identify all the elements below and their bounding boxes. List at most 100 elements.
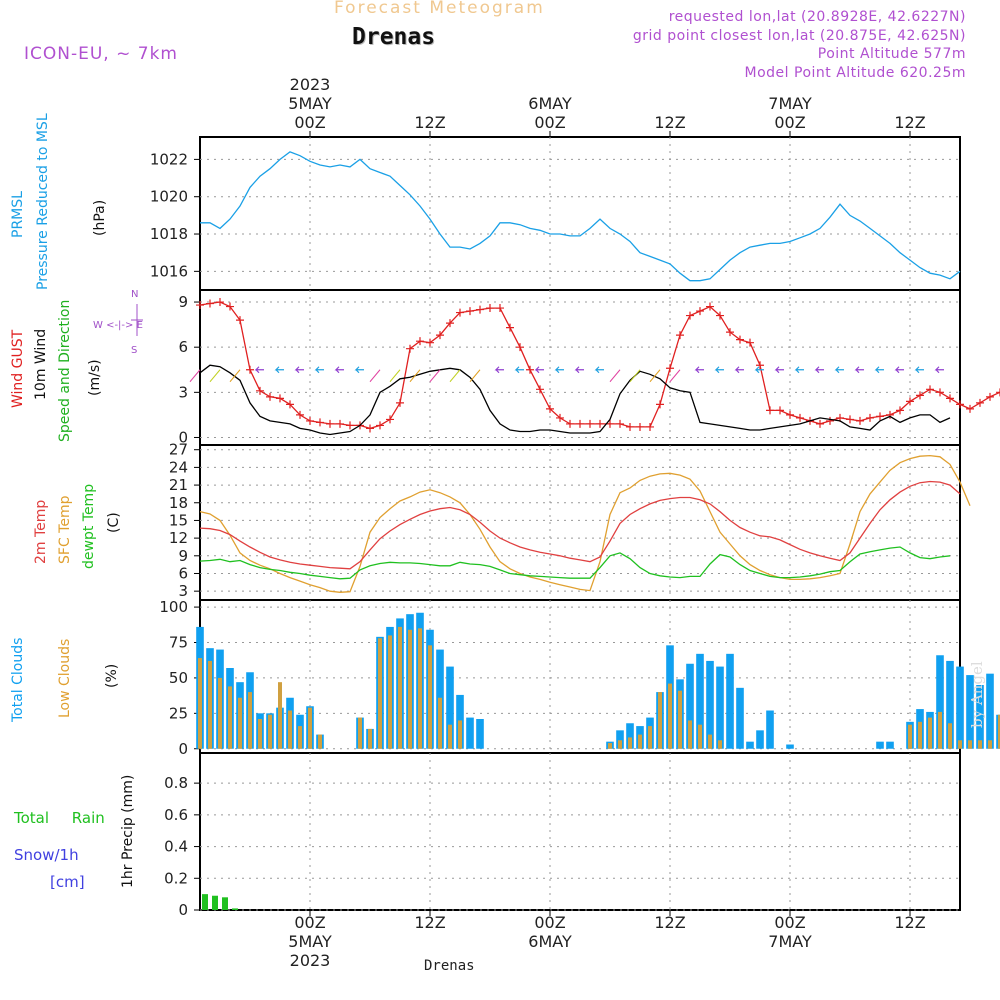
wind-direction-arrow [554, 366, 564, 374]
wind-gust-marker [736, 335, 744, 344]
wind-gust-label: Wind GUST [10, 329, 26, 408]
time-label-bottom: 7MAY [768, 932, 812, 951]
time-label-top: 5MAY [288, 94, 332, 113]
footer-location: Drenas [424, 958, 475, 974]
clouds-unit-label: (%) [104, 663, 120, 688]
wind-direction-arrow [794, 366, 804, 374]
wind-direction-arrow [594, 366, 604, 374]
wind-10m-label: 10m Wind [33, 328, 49, 400]
wind-gust-marker [496, 304, 504, 313]
wind-gust-marker [286, 400, 294, 409]
panel-frame-temperature [199, 444, 961, 601]
y-tick-label-temperature: 6 [178, 564, 188, 582]
rain-bar [222, 897, 228, 910]
wind-gust-marker [896, 406, 904, 415]
y-tick-label-temperature: 18 [169, 494, 188, 512]
total-clouds-bar [966, 675, 974, 749]
y-tick-label-clouds: 50 [169, 669, 188, 687]
wind-direction-arrow [854, 366, 864, 374]
time-label-bottom: 5MAY [288, 932, 332, 951]
y-tick-label-wind: 9 [178, 293, 188, 311]
total-clouds-bar [956, 666, 964, 749]
wind-direction-arrow [574, 366, 584, 374]
low-clouds-bar [958, 740, 962, 749]
point-altitude: Point Altitude 577m [817, 46, 966, 62]
wind-gust-marker [346, 421, 354, 430]
wind-gust-marker [536, 385, 544, 394]
pressure-line [200, 151, 961, 282]
wind-gust-line [199, 301, 1000, 430]
wind-gust-marker [726, 328, 734, 337]
wind-direction-arrow [334, 366, 344, 374]
low-clouds-bar [948, 723, 952, 749]
time-label-bottom: 2023 [290, 951, 331, 970]
wind-gust-marker [886, 410, 894, 419]
low-clouds-bar [608, 743, 612, 749]
wind-direction-arrow [189, 369, 201, 383]
prmsl-label: PRMSL [10, 191, 26, 238]
wind-gust-marker [596, 419, 604, 428]
wind-direction-arrow [354, 366, 364, 374]
watermark: by Angel [968, 661, 986, 728]
y-tick-label-temperature: 9 [178, 547, 188, 565]
y-tick-label-clouds: 25 [169, 704, 188, 722]
wind-direction-arrow [449, 369, 461, 383]
wind-gust-marker [926, 385, 934, 394]
y-tick-label-wind: 6 [178, 338, 188, 356]
wind-gust-marker [986, 392, 994, 401]
wind-gust-marker [516, 343, 524, 352]
y-tick-label-pressure: 1016 [150, 262, 188, 280]
total-clouds-bar [466, 717, 474, 749]
low-clouds-bar [248, 692, 252, 749]
temp-sfc-label: SFC Temp [57, 495, 73, 564]
sfc-temp-line [199, 454, 971, 593]
wind-gust-marker [626, 422, 634, 431]
wind-gust-marker [966, 404, 974, 413]
wind-gust-marker [326, 419, 334, 428]
wind-direction-arrow [874, 366, 884, 374]
wind-10m-line [199, 364, 951, 436]
time-label-bottom: 00Z [534, 913, 565, 932]
wind-direction-arrow [934, 366, 944, 374]
y-tick-label-temperature: 21 [169, 476, 188, 494]
wind-direction-arrow [774, 366, 784, 374]
wind-direction-arrow [914, 366, 924, 374]
wind-direction-arrow [834, 366, 844, 374]
y-tick-label-pressure: 1018 [150, 225, 188, 243]
total-clouds-bar [746, 741, 754, 749]
wind-direction-arrow [514, 366, 524, 374]
wind-gust-marker [996, 388, 1000, 397]
requested-coordinates: requested lon,lat (20.8928E, 42.6227N) [668, 9, 966, 25]
wind-direction-arrow [369, 369, 381, 383]
temp-unit-label: (C) [106, 512, 122, 533]
wind-direction-arrow [669, 369, 681, 383]
total-clouds-label: Total Clouds [10, 637, 26, 722]
time-label-bottom: 00Z [774, 913, 805, 932]
wind-gust-marker [756, 361, 764, 370]
time-label-bottom: 00Z [294, 913, 325, 932]
wind-gust-marker [216, 298, 224, 307]
total-clouds-bar [706, 660, 714, 749]
low-clouds-bar [278, 682, 282, 749]
wind-direction-arrow [469, 369, 481, 383]
wind-direction-arrow [209, 369, 221, 383]
wind-gust-marker [796, 413, 804, 422]
low-clouds-bar [318, 734, 322, 749]
wind-gust-marker [906, 397, 914, 406]
wind-gust-marker [716, 311, 724, 320]
wind-gust-marker [256, 386, 264, 395]
low-clouds-bar [208, 660, 212, 749]
wind-unit-label: (m/s) [87, 359, 103, 396]
low-clouds-bar [308, 707, 312, 749]
wind-gust-marker [936, 388, 944, 397]
time-label-top: 7MAY [768, 94, 812, 113]
y-tick-label-temperature: 27 [169, 441, 188, 459]
wind-direction-arrow [754, 366, 764, 374]
wind-gust-marker [246, 365, 254, 374]
temp-2m-line [199, 480, 961, 570]
low-clouds-bar [458, 720, 462, 749]
rain-bar [212, 895, 218, 910]
temp-2m-label: 2m Temp [33, 499, 49, 564]
wind-direction-arrow [714, 366, 724, 374]
y-tick-label-temperature: 15 [169, 511, 188, 529]
